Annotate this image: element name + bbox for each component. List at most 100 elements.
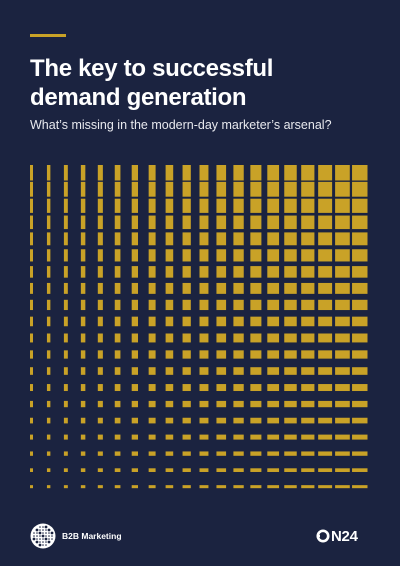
pattern-block <box>199 384 209 392</box>
pattern-block <box>63 417 68 424</box>
pattern-block <box>301 282 315 294</box>
pattern-block <box>267 198 280 213</box>
accent-bar <box>30 34 66 37</box>
pattern-block <box>199 400 209 408</box>
pattern-block <box>148 232 156 246</box>
pattern-block <box>80 198 86 213</box>
pattern-block <box>30 367 33 375</box>
pattern-block <box>301 350 315 359</box>
pattern-block <box>114 249 121 262</box>
pattern-block <box>80 350 86 359</box>
pattern-block <box>318 367 333 375</box>
pattern-block <box>63 266 68 278</box>
pattern-block <box>131 434 139 440</box>
pattern-block <box>284 417 297 424</box>
pattern-block <box>318 451 333 456</box>
pattern-block <box>318 198 333 213</box>
pattern-block <box>114 350 121 359</box>
pattern-block <box>199 198 209 213</box>
pattern-block <box>250 299 262 311</box>
pattern-block <box>284 367 297 375</box>
pattern-block <box>182 215 191 230</box>
pattern-block <box>63 451 68 456</box>
pattern-block <box>148 367 156 375</box>
pattern-block <box>250 350 262 359</box>
pattern-block <box>97 165 103 181</box>
pattern-block <box>80 282 86 294</box>
pattern-block <box>80 266 86 278</box>
pattern-block <box>284 468 297 472</box>
pattern-block <box>216 350 227 359</box>
pattern-block <box>165 468 174 472</box>
pattern-block <box>46 165 51 181</box>
pattern-block <box>114 384 121 392</box>
pattern-block <box>233 333 244 343</box>
pattern-block <box>284 266 297 278</box>
pattern-block <box>46 333 51 343</box>
pattern-block <box>182 249 191 262</box>
pattern-block <box>165 198 174 213</box>
pattern-block <box>46 316 51 327</box>
pattern-block <box>199 451 209 456</box>
pattern-block <box>182 266 191 278</box>
pattern-block <box>233 282 244 294</box>
pattern-block <box>80 181 86 197</box>
pattern-block <box>148 417 156 424</box>
pattern-block <box>46 384 51 392</box>
pattern-block <box>318 333 333 343</box>
pattern-block <box>233 485 244 489</box>
pattern-block <box>97 266 103 278</box>
pattern-block <box>318 316 333 327</box>
pattern-block <box>46 417 51 424</box>
pattern-block <box>97 282 103 294</box>
pattern-block <box>30 384 33 392</box>
pattern-block <box>80 232 86 246</box>
pattern-block <box>46 400 51 408</box>
pattern-block <box>148 451 156 456</box>
pattern-block <box>301 198 315 213</box>
pattern-block <box>165 434 174 440</box>
pattern-block <box>284 451 297 456</box>
pattern-block <box>63 181 68 197</box>
pattern-block <box>63 434 68 440</box>
pattern-block <box>131 468 139 472</box>
pattern-block <box>97 400 103 408</box>
pattern-block <box>30 282 33 294</box>
pattern-block <box>97 249 103 262</box>
pattern-block <box>233 316 244 327</box>
pattern-block <box>80 299 86 311</box>
pattern-block <box>284 333 297 343</box>
pattern-block <box>131 282 139 294</box>
pattern-block <box>148 316 156 327</box>
pattern-block <box>301 333 315 343</box>
pattern-block <box>352 417 368 424</box>
pattern-block <box>165 417 174 424</box>
pattern-block <box>165 400 174 408</box>
pattern-block <box>216 400 227 408</box>
pattern-block <box>318 249 333 262</box>
pattern-block <box>267 249 280 262</box>
pattern-block <box>250 282 262 294</box>
pattern-block <box>63 299 68 311</box>
pattern-block <box>199 333 209 343</box>
pattern-block <box>250 249 262 262</box>
pattern-block <box>250 215 262 230</box>
pattern-block <box>216 367 227 375</box>
pattern-block <box>216 316 227 327</box>
pattern-block <box>335 215 350 230</box>
pattern-block <box>114 198 121 213</box>
pattern-block <box>165 282 174 294</box>
pattern-block <box>250 384 262 392</box>
pattern-block <box>352 282 368 294</box>
pattern-block <box>148 299 156 311</box>
pattern-block <box>318 384 333 392</box>
pattern-block <box>114 232 121 246</box>
pattern-block <box>335 384 350 392</box>
pattern-block <box>46 232 51 246</box>
pattern-block <box>46 299 51 311</box>
pattern-block <box>131 400 139 408</box>
pattern-block <box>335 434 350 440</box>
pattern-block <box>267 434 280 440</box>
pattern-block <box>335 316 350 327</box>
